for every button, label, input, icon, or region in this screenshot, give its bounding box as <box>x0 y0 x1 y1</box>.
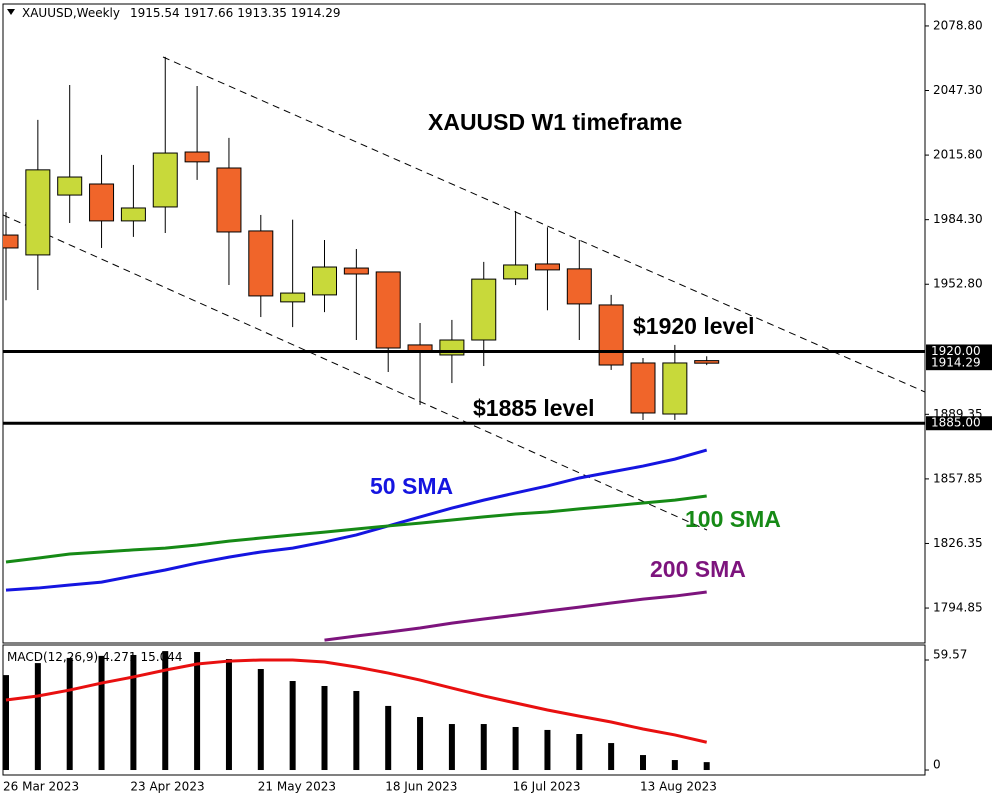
candle-body <box>3 234 19 249</box>
price-label-bg <box>926 356 992 371</box>
candle-body <box>375 271 401 349</box>
macd-bar <box>257 669 264 771</box>
level-label: 1885.00 <box>931 416 981 430</box>
candle-body <box>471 278 497 341</box>
last-high: 1917.66 <box>184 6 234 20</box>
macd-bar <box>98 655 105 771</box>
signal-line <box>5 658 708 744</box>
chart-title: XAUUSD,Weekly <box>22 6 120 20</box>
candle-body <box>89 183 115 222</box>
macd-bar <box>130 654 137 771</box>
macd-bar <box>321 685 328 771</box>
candle-body <box>503 264 529 280</box>
last-open: 1915.54 <box>130 6 180 20</box>
candle-body <box>312 266 337 296</box>
collapse-icon <box>7 9 15 15</box>
price-label: 1914.29 <box>931 356 981 370</box>
y-tick-label: 59.57 <box>933 648 967 662</box>
macd-title: MACD(12,26,9) <box>7 650 98 664</box>
candle-body <box>248 230 274 297</box>
x-tick-label: 23 Apr 2023 <box>130 780 204 794</box>
macd-bar <box>385 705 392 771</box>
y-tick-label: 0 <box>933 758 941 772</box>
macd-bar <box>417 717 424 771</box>
macd-bar <box>34 663 41 771</box>
macd-panel <box>2 644 926 776</box>
axes: 2078.802047.302015.801984.301952.801889.… <box>3 18 992 794</box>
macd-bar <box>544 729 551 771</box>
main-panel <box>2 3 926 644</box>
sma-label: 200 SMA <box>650 556 746 582</box>
macd-bar <box>576 734 583 771</box>
y-tick-label: 1952.80 <box>933 277 983 291</box>
sma-label: 50 SMA <box>370 473 453 499</box>
channel-upper <box>162 56 925 393</box>
candle-body <box>120 207 146 222</box>
candle-body <box>566 268 592 305</box>
sma-line <box>5 494 707 564</box>
signal-last: 15.044 <box>141 650 183 664</box>
macd-bar <box>480 724 487 771</box>
macd-bar <box>289 681 296 771</box>
macd-plot <box>3 651 710 771</box>
candle-body <box>343 267 369 275</box>
y-tick-label: 2015.80 <box>933 148 983 162</box>
candle-body <box>598 304 624 366</box>
y-tick-label: 2078.80 <box>933 18 983 32</box>
last-low: 1913.35 <box>237 6 287 20</box>
x-tick-label: 21 May 2023 <box>258 780 336 794</box>
level-label-bg <box>926 416 992 431</box>
level-label-bg <box>926 344 992 359</box>
main-plot <box>3 56 925 642</box>
level-label: 1920.00 <box>931 344 981 358</box>
channel-lower <box>3 214 708 531</box>
macd-bar <box>225 659 232 771</box>
macd-bar <box>640 755 646 771</box>
macd-bar <box>162 651 169 771</box>
last-close: 1914.29 <box>291 6 341 20</box>
macd-bar <box>3 675 9 771</box>
chart-header: XAUUSD,Weekly 1915.54 1917.66 1913.35 1914.2… <box>22 6 340 20</box>
sma-line <box>5 448 708 592</box>
sma-line <box>324 590 707 642</box>
candle-body <box>630 362 656 414</box>
macd-bar <box>512 726 519 771</box>
candle-body <box>25 169 51 256</box>
macd-header: MACD(12,26,9) 4.271 15.044 <box>7 650 183 664</box>
macd-last: 4.271 <box>102 650 136 664</box>
y-tick-label: 2047.30 <box>933 83 983 97</box>
y-tick-label: 1984.30 <box>933 212 983 226</box>
macd-bar <box>448 724 455 771</box>
candle-body <box>216 167 242 233</box>
macd-bar <box>353 690 360 771</box>
candle-body <box>152 152 178 208</box>
macd-bar <box>66 657 73 771</box>
candle-body <box>57 176 83 196</box>
macd-bar <box>194 652 201 771</box>
level-annotation: $1885 level <box>473 395 595 421</box>
macd-bar <box>671 760 678 771</box>
x-tick-label: 18 Jun 2023 <box>385 780 457 794</box>
macd-bar <box>703 762 710 771</box>
y-tick-label: 1826.35 <box>933 536 983 550</box>
candle-body <box>662 362 688 415</box>
chart-annotation: XAUUSD W1 timeframe <box>428 109 682 135</box>
level-annotation: $1920 level <box>633 313 755 339</box>
candle-body <box>280 292 306 303</box>
candle-body <box>184 151 210 163</box>
x-tick-label: 26 Mar 2023 <box>3 780 79 794</box>
y-tick-label: 1857.85 <box>933 471 983 485</box>
macd-bar <box>608 743 615 771</box>
candle-body <box>534 263 560 271</box>
sma-label: 100 SMA <box>685 506 781 532</box>
candle-body <box>694 360 720 364</box>
y-tick-label: 1794.85 <box>933 601 983 615</box>
x-tick-label: 13 Aug 2023 <box>640 780 717 794</box>
x-tick-label: 16 Jul 2023 <box>513 780 581 794</box>
